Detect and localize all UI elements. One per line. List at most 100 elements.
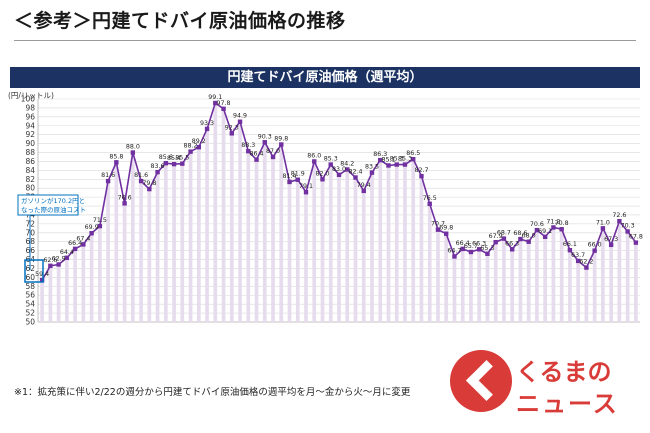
data-bar: [172, 164, 176, 322]
data-bar: [262, 142, 267, 322]
y-tick-label: 60: [25, 273, 35, 282]
price-callout: ガソリンが170.2円と なった際の原油コスト: [17, 194, 86, 283]
data-point: [39, 277, 45, 283]
data-point: [163, 161, 169, 166]
data-bar: [89, 233, 94, 322]
data-point: [336, 172, 342, 178]
data-bar: [238, 121, 242, 322]
data-bar: [122, 203, 127, 322]
data-point: [419, 173, 424, 179]
y-tick-label: 82: [25, 175, 35, 184]
data-point: [279, 142, 284, 147]
data-bar: [559, 229, 564, 322]
data-label: 81.4: [283, 173, 297, 180]
data-bar: [65, 257, 69, 322]
data-point: [320, 177, 325, 182]
data-bar: [609, 244, 613, 322]
data-point: [64, 255, 70, 260]
data-point: [378, 157, 383, 163]
data-label: 85.5: [175, 155, 189, 162]
data-point: [444, 231, 449, 236]
data-bar: [221, 108, 226, 322]
data-label: 83.0: [332, 166, 346, 173]
data-label: 70.8: [555, 220, 569, 227]
logo-text-top: くるまの: [516, 358, 612, 386]
data-point: [617, 219, 622, 224]
data-point: [460, 246, 465, 252]
data-label: 68.6: [513, 230, 527, 237]
data-bar: [543, 236, 548, 322]
data-point: [262, 140, 267, 145]
data-label: 72.6: [612, 212, 626, 219]
data-label: 63.7: [571, 252, 585, 259]
data-bar: [205, 128, 209, 322]
data-bar: [584, 267, 589, 322]
data-point: [180, 161, 185, 166]
y-tick-label: 98: [25, 103, 35, 112]
callout-box: [17, 194, 79, 216]
data-bar: [73, 248, 77, 322]
data-point: [122, 201, 127, 206]
data-point: [97, 223, 103, 229]
data-point: [246, 148, 251, 154]
data-label: 67.4: [76, 235, 90, 242]
data-bar: [40, 280, 44, 322]
data-bar: [114, 162, 119, 322]
data-bar: [295, 179, 300, 322]
data-point: [386, 163, 391, 168]
data-point: [56, 262, 61, 267]
data-point: [237, 119, 243, 124]
data-bar: [312, 161, 317, 322]
data-point: [468, 249, 474, 255]
y-tick-label: 88: [25, 148, 35, 157]
data-label: 64.4: [60, 249, 74, 256]
data-label: 88.2: [184, 143, 198, 150]
y-tick-label: 56: [25, 291, 35, 300]
data-bar: [246, 151, 251, 322]
data-label: 69.9: [85, 224, 99, 231]
data-label: 62.2: [579, 259, 593, 266]
data-bar: [378, 160, 383, 322]
data-point: [213, 100, 218, 106]
data-labels: 59.462.662.964.466.467.469.971.581.685.8…: [35, 94, 643, 278]
data-label: 79.1: [299, 183, 313, 190]
data-point: [270, 154, 276, 160]
data-point: [427, 201, 432, 207]
data-bar: [139, 181, 143, 322]
logo-mark-icon: [450, 350, 512, 412]
data-point: [559, 227, 564, 232]
data-label: 59.4: [35, 271, 49, 278]
data-bar: [493, 242, 498, 322]
data-point: [147, 186, 152, 192]
data-label: 79.8: [142, 180, 156, 187]
data-label: 82.7: [414, 167, 428, 174]
data-point: [188, 149, 193, 154]
data-bar: [48, 265, 53, 322]
data-label: 62.6: [43, 257, 57, 264]
data-label: 66.3: [505, 240, 519, 247]
data-point: [303, 190, 309, 195]
data-bar: [477, 249, 482, 322]
data-bar: [81, 244, 86, 322]
data-bar: [535, 230, 539, 322]
data-point: [633, 240, 639, 245]
data-point: [328, 162, 333, 167]
data-point: [345, 167, 350, 172]
data-label: 66.4: [456, 240, 470, 247]
data-point: [295, 177, 300, 182]
data-bar: [361, 190, 366, 322]
y-tick-label: 86: [25, 157, 35, 166]
y-tick-label: 94: [25, 121, 35, 130]
data-label: 76.5: [423, 195, 437, 202]
data-label: 67.8: [629, 234, 643, 241]
data-label: 85.1: [381, 156, 395, 163]
data-point: [221, 106, 226, 112]
data-label: 92.3: [225, 124, 239, 131]
data-label: 81.6: [101, 172, 115, 179]
data-label: 90.3: [258, 133, 272, 140]
data-point: [229, 131, 234, 136]
data-bar: [337, 174, 341, 322]
data-bar: [271, 156, 275, 322]
data-label: 93.3: [200, 120, 214, 127]
data-bar: [196, 147, 201, 322]
